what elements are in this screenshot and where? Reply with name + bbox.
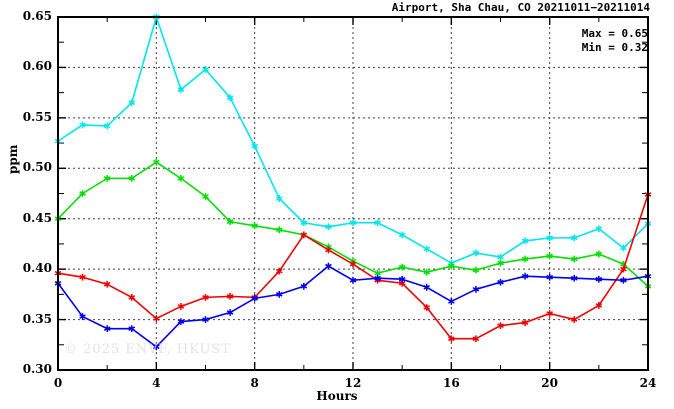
- x-tick-label: 16: [442, 376, 460, 390]
- y-tick-label: 0.35: [22, 311, 52, 326]
- statistics-annotation: Max = 0.65 Min = 0.32: [582, 27, 648, 55]
- x-tick-label: 4: [152, 376, 161, 390]
- x-tick-label: 0: [53, 376, 63, 390]
- y-tick-label: 0.30: [22, 362, 52, 376]
- copyright-watermark: © 2025 ENVF, HKUST: [64, 342, 231, 357]
- x-tick-label: 12: [344, 376, 362, 390]
- x-tick-label: 24: [639, 376, 657, 390]
- max-value-label: Max = 0.65: [581, 27, 648, 40]
- series-red: [54, 191, 652, 343]
- x-tick-label: 8: [250, 376, 259, 390]
- y-tick-label: 0.55: [22, 109, 52, 124]
- x-tick-label: 20: [541, 376, 558, 390]
- min-value-label: Min = 0.32: [581, 41, 648, 54]
- y-tick-label: 0.50: [22, 160, 52, 175]
- chart-title: Airport, Sha Chau, CO 20211011−20211014: [391, 1, 650, 14]
- y-tick-label: 0.45: [22, 210, 52, 225]
- y-tick-label: 0.65: [22, 9, 52, 23]
- y-tick-label: 0.40: [22, 261, 52, 276]
- y-tick-label: 0.60: [22, 59, 52, 74]
- x-axis-label: Hours: [316, 389, 358, 403]
- series-blue: [54, 262, 652, 351]
